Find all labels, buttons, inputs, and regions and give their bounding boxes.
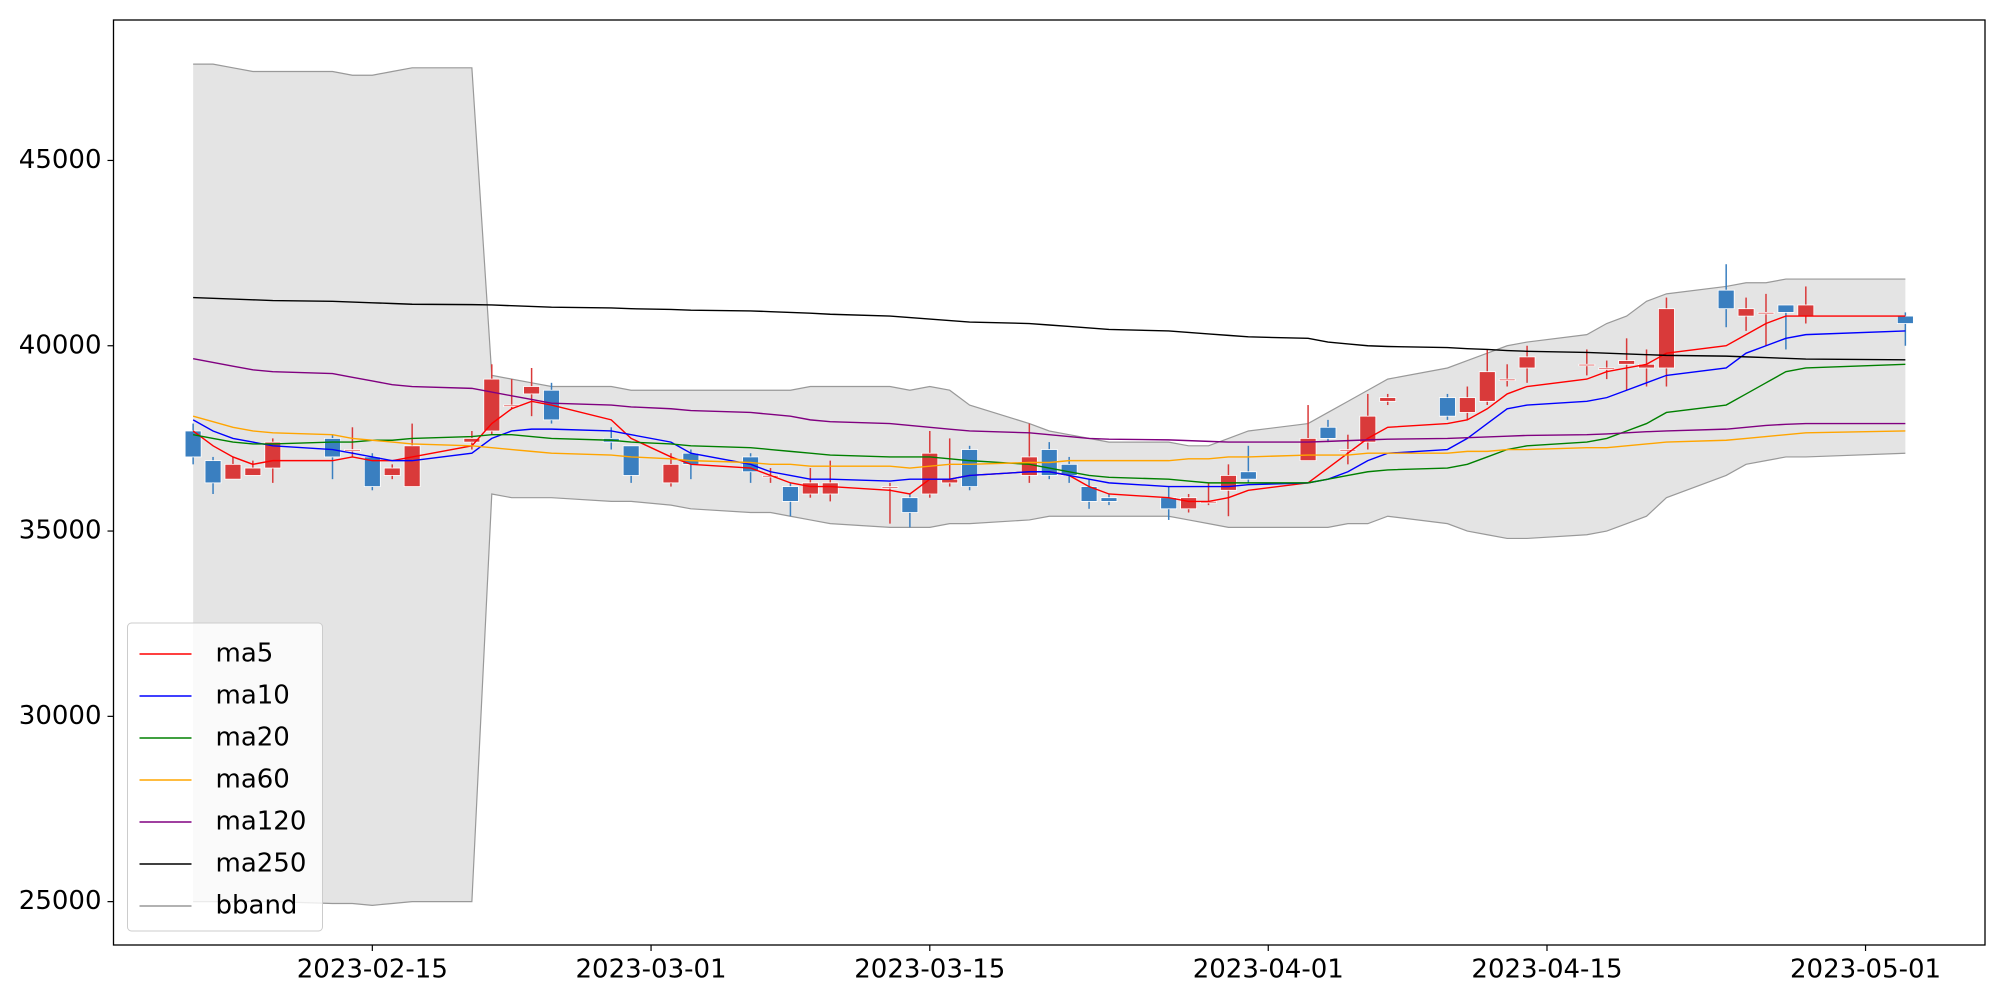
y-tick-label: 35000 [19, 516, 102, 546]
legend-label: ma5 [216, 639, 274, 669]
bband-upper [193, 63, 1906, 447]
candle-body [344, 449, 361, 452]
candle-body [1180, 497, 1198, 510]
candle-body [801, 482, 819, 495]
ma-line [192, 330, 1906, 488]
candle-body [523, 386, 541, 395]
y-tick-label: 40000 [19, 330, 102, 360]
candle-body [1896, 315, 1914, 324]
candle-body [1478, 371, 1496, 402]
candle-body [383, 467, 401, 476]
candle-body [324, 437, 341, 458]
candle-body [224, 463, 242, 480]
y-tick-label: 45000 [19, 145, 102, 175]
plot-frame [112, 19, 1986, 946]
legend-label: ma120 [216, 807, 307, 837]
legend-label: ma10 [216, 681, 290, 711]
ma-line [193, 358, 1906, 443]
x-tick-label: 2023-04-15 [1471, 955, 1622, 985]
legend-label: ma20 [216, 723, 290, 753]
legend: ma5 ma10 ma20 ma60 ma120 ma250 bband [127, 622, 323, 932]
ma-line [193, 363, 1906, 484]
candle-body [403, 445, 421, 487]
candle-body [1797, 304, 1815, 317]
candle-body [1757, 311, 1775, 315]
candle-body [1100, 497, 1118, 502]
candle-body [1339, 449, 1357, 452]
legend-label: bband [216, 891, 298, 921]
legend-label: ma60 [216, 765, 290, 795]
legend-box [127, 622, 323, 932]
candle-body [1578, 363, 1596, 367]
candle-body [363, 456, 381, 487]
x-tick-label: 2023-03-15 [854, 955, 1005, 985]
x-tick-label: 2023-02-15 [297, 955, 448, 985]
candle-body [1658, 308, 1675, 369]
y-tick-label: 30000 [19, 701, 102, 731]
x-tick-label: 2023-04-01 [1193, 955, 1344, 985]
candle-body [1618, 360, 1636, 365]
ma-line [193, 296, 1906, 361]
candle-body [662, 463, 680, 484]
legend-label: ma250 [216, 849, 307, 879]
candle-body [881, 486, 899, 489]
candle-body [1717, 289, 1735, 310]
candle-body [483, 378, 501, 432]
candle-body [204, 460, 222, 484]
y-tick-label: 25000 [19, 886, 102, 916]
candle-body [244, 467, 262, 476]
candle-body [1598, 367, 1616, 370]
candle-body [1777, 304, 1795, 313]
ma-line [192, 415, 1906, 469]
candle-body [1458, 397, 1476, 413]
candle-body [901, 497, 919, 513]
candle-body [921, 452, 939, 495]
x-tick-label: 2023-03-01 [576, 955, 727, 985]
candle-body [1439, 397, 1456, 417]
candle-body [821, 482, 839, 495]
candle-body [1737, 308, 1755, 317]
candle-body [1379, 397, 1397, 402]
candle-body [463, 437, 481, 443]
candle-body [622, 445, 640, 476]
bband-lower [193, 452, 1906, 906]
candle-body [1518, 356, 1536, 369]
bband-fill [193, 64, 1906, 906]
candle-body [961, 449, 979, 487]
candle-body [782, 486, 799, 502]
candle-body [1239, 471, 1257, 480]
candle-body [1498, 378, 1516, 382]
x-tick-label: 2023-05-01 [1790, 955, 1941, 985]
candle-body [1319, 426, 1337, 439]
